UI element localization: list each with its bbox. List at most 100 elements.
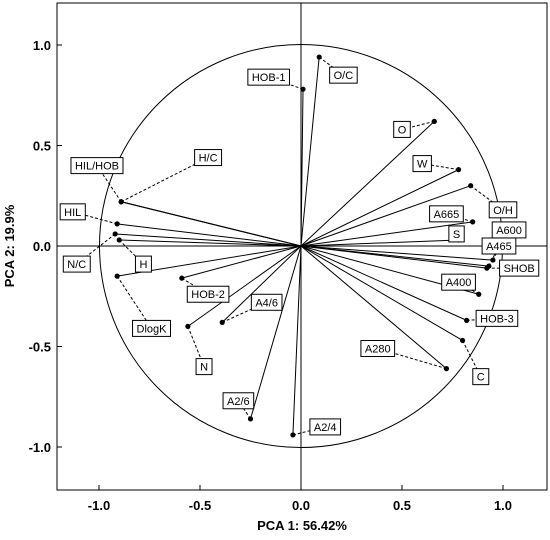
y-axis-title: PCA 2: 19.9% — [2, 204, 17, 287]
vector-n — [187, 245, 302, 327]
label-h-c: H/C — [194, 149, 223, 167]
vector-w — [300, 169, 459, 247]
label-text: W — [417, 159, 428, 171]
label-n-c: N/C — [62, 255, 91, 273]
label-hil-hob: HIL/HOB — [70, 157, 124, 175]
vector-hob-3 — [300, 245, 467, 321]
label-w: W — [412, 155, 432, 173]
vector-a665 — [300, 221, 473, 247]
label-box — [488, 201, 518, 219]
label-text: A280 — [365, 344, 391, 356]
label-hob-1: HOB-1 — [247, 68, 290, 86]
x-tick-label: 0.0 — [292, 498, 310, 513]
label-box — [475, 309, 519, 327]
label-a665: A665 — [429, 205, 464, 223]
x-axis-ticks: -1.0 -0.5 0.0 0.5 1.0 — [88, 485, 512, 513]
label-c: C — [472, 368, 490, 386]
label-hob-2: HOB-2 — [186, 285, 230, 303]
x-axis-title: PCA 1: 56.42% — [257, 518, 347, 533]
vector-a4-6 — [221, 245, 302, 323]
x-tick-label: -0.5 — [189, 498, 211, 513]
label-box — [70, 157, 124, 175]
label-box — [59, 203, 86, 221]
label-s: S — [448, 225, 465, 243]
vector-h-c — [121, 201, 302, 247]
label-box — [132, 319, 172, 337]
label-text: HOB-2 — [191, 289, 225, 301]
label-text: A665 — [434, 209, 460, 221]
label-box — [222, 392, 255, 410]
label-a2-4: A2/4 — [309, 418, 342, 436]
connector-hil — [72, 211, 118, 225]
label-box — [134, 255, 152, 273]
y-tick-label: -0.5 — [29, 340, 51, 355]
label-hob-3: HOB-3 — [475, 309, 519, 327]
connector-a280 — [377, 348, 447, 370]
label-box — [250, 293, 283, 311]
vector-s — [300, 239, 459, 247]
vector-o — [300, 121, 435, 247]
label-box — [429, 205, 464, 223]
label-text: HOB-3 — [480, 313, 514, 325]
vector-shob — [300, 245, 487, 269]
label-text: A600 — [496, 225, 522, 237]
label-box — [247, 68, 290, 86]
label-box — [448, 225, 465, 243]
label-text: DlogK — [137, 323, 168, 335]
label-text: HOB-1 — [252, 72, 286, 84]
label-dlogk: DlogK — [132, 319, 172, 337]
vector-o-c — [300, 57, 320, 247]
label-o: O — [393, 120, 411, 138]
y-tick-label: 1.0 — [33, 38, 51, 53]
vector-n-c — [115, 233, 302, 247]
vector-a2-6 — [250, 245, 302, 420]
loading-vectors — [112, 54, 496, 438]
vector-a280 — [300, 245, 447, 369]
connector-a465 — [488, 245, 500, 267]
label-text: O/H — [493, 205, 513, 217]
label-text: HIL — [64, 207, 81, 219]
label-text: O — [398, 124, 407, 136]
label-text: H/C — [199, 153, 218, 165]
label-box — [499, 259, 540, 277]
label-text: N — [200, 362, 208, 374]
label-n: N — [195, 358, 213, 376]
label-a600: A600 — [491, 221, 527, 239]
connector-h-c — [120, 157, 209, 203]
connector-dlogk — [116, 275, 152, 329]
label-o-c: O/C — [329, 66, 358, 84]
label-hil: HIL — [59, 203, 86, 221]
vector-hob-1 — [300, 89, 304, 247]
label-box — [186, 285, 230, 303]
label-text: N/C — [67, 259, 86, 271]
connector-c — [462, 340, 482, 377]
label-text: A400 — [446, 277, 472, 289]
label-text: S — [453, 229, 460, 241]
y-axis-ticks: 1.0 0.5 0.0 -0.5 -1.0 — [29, 38, 62, 455]
label-shob: SHOB — [499, 259, 540, 277]
connector-o-h — [470, 185, 504, 211]
label-box — [360, 340, 396, 358]
y-tick-label: -1.0 — [29, 440, 51, 455]
label-a2-6: A2/6 — [222, 392, 255, 410]
label-text: HIL/HOB — [75, 161, 119, 173]
point-labels: HOB-1 O/C O W O/H A665 S A600 A465 SHOB A400 HOB-3 A… — [59, 66, 540, 436]
label-text: O/C — [334, 70, 354, 82]
label-box — [309, 418, 342, 436]
label-box — [441, 273, 476, 291]
vector-a600 — [300, 245, 493, 261]
vector-c — [300, 245, 463, 341]
label-box — [195, 358, 213, 376]
label-box — [194, 149, 223, 167]
label-a465: A465 — [481, 237, 517, 255]
label-a4-6: A4/6 — [250, 293, 283, 311]
label-text: A4/6 — [255, 297, 278, 309]
label-box — [329, 66, 358, 84]
connector-h — [118, 239, 144, 265]
label-box — [472, 368, 490, 386]
y-tick-label: 0.0 — [33, 239, 51, 254]
label-text: A2/6 — [227, 396, 250, 408]
vector-h — [119, 239, 302, 247]
label-box — [481, 237, 517, 255]
